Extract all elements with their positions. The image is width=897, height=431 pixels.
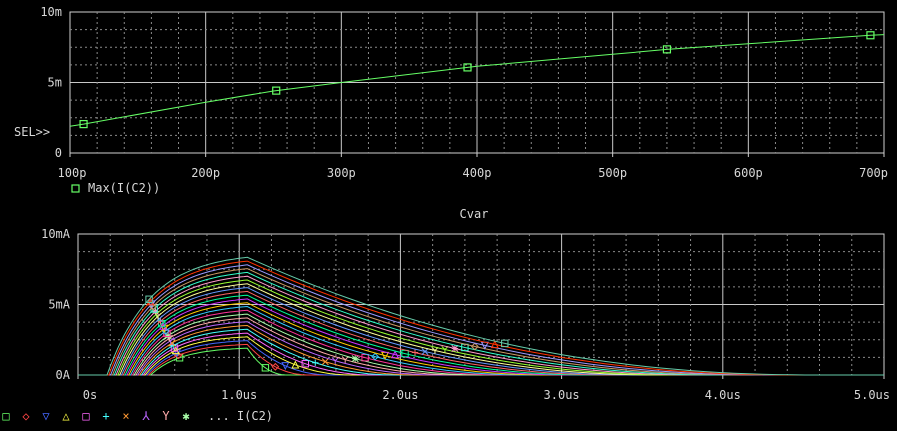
bottom-series-family-ic2 bbox=[78, 256, 884, 376]
top-series-marker bbox=[79, 119, 88, 129]
bottom-series-marker bbox=[145, 295, 153, 303]
bottom-series-line bbox=[78, 332, 884, 376]
top-x-tick-label: 700p bbox=[859, 166, 888, 180]
top-y-tick-label: 0 bbox=[55, 146, 62, 160]
bottom-series-marker bbox=[291, 360, 300, 369]
legend-symbol-icon: ◇ bbox=[22, 409, 30, 423]
bottom-x-tick-label: 1.0us bbox=[221, 388, 257, 402]
top-x-tick-label: 100p bbox=[58, 166, 87, 180]
bottom-plot: 0A 5mA 10mA 0s 1.0us 2.0us 3.0us 4.0us 5.0us □ ◇… bbox=[2, 227, 890, 423]
bottom-series-marker bbox=[441, 345, 449, 353]
top-legend[interactable]: Max(I(C2)) bbox=[71, 181, 160, 195]
top-x-tick-label: 500p bbox=[598, 166, 627, 180]
bottom-series-marker bbox=[331, 357, 339, 364]
bottom-series-line bbox=[78, 343, 884, 376]
bottom-series-line bbox=[78, 328, 884, 376]
top-x-tick-label: 600p bbox=[734, 166, 763, 180]
top-x-axis-title: Cvar bbox=[460, 207, 489, 221]
top-legend-label: Max(I(C2)) bbox=[88, 181, 160, 195]
top-series-marker bbox=[866, 31, 875, 40]
bottom-y-tick-label: 5mA bbox=[48, 298, 70, 312]
legend-square-marker-icon bbox=[71, 184, 80, 193]
bottom-series-line bbox=[78, 298, 884, 376]
bottom-series-marker bbox=[281, 362, 290, 371]
top-y-tick-label: 5m bbox=[48, 76, 62, 90]
bottom-series-marker bbox=[501, 339, 509, 348]
top-series-line bbox=[69, 34, 885, 127]
bottom-plot-grid bbox=[77, 234, 885, 379]
bottom-series-marker bbox=[391, 350, 400, 359]
bottom-series-line bbox=[78, 294, 884, 376]
legend-symbol-icon: □ bbox=[82, 409, 89, 423]
legend-symbol-icon: ▽ bbox=[42, 409, 50, 423]
top-y-tick-label: 10m bbox=[40, 5, 62, 19]
legend-symbol-icon: ✱ bbox=[182, 409, 189, 423]
bottom-y-tick-label: 10mA bbox=[41, 227, 71, 241]
top-plot: 0 5m 10m 100p 200p 300p 400p 500p 600p 700p SEL>… bbox=[14, 5, 888, 221]
bottom-series-line bbox=[78, 347, 884, 376]
legend-symbol-icon: △ bbox=[62, 409, 70, 423]
bottom-series-line bbox=[78, 279, 884, 376]
top-series-marker bbox=[272, 86, 281, 95]
top-series-marker bbox=[463, 63, 472, 72]
bottom-x-tick-label: 4.0us bbox=[705, 388, 741, 402]
bottom-series-marker bbox=[421, 347, 429, 356]
bottom-y-tick-label: 0A bbox=[56, 368, 71, 382]
bottom-series-line bbox=[78, 336, 884, 376]
bottom-series-marker bbox=[490, 340, 499, 349]
bottom-series-marker bbox=[301, 360, 309, 368]
bottom-series-marker bbox=[470, 342, 479, 351]
bottom-series-line bbox=[78, 324, 884, 376]
bottom-series-marker bbox=[261, 364, 270, 372]
top-x-tick-label: 400p bbox=[463, 166, 492, 180]
top-x-tick-label: 200p bbox=[191, 166, 220, 180]
bottom-x-tick-label: 3.0us bbox=[544, 388, 580, 402]
sel-marker-label[interactable]: SEL>> bbox=[14, 125, 50, 139]
legend-symbol-icon: □ bbox=[2, 409, 9, 423]
bottom-series-line bbox=[78, 290, 884, 376]
top-x-tick-labels: 100p 200p 300p 400p 500p 600p 700p bbox=[58, 166, 888, 180]
bottom-series-marker bbox=[170, 342, 177, 349]
top-series-max-ic2 bbox=[69, 31, 885, 129]
bottom-series-line bbox=[78, 264, 884, 376]
bottom-legend[interactable]: □ ◇ ▽ △ □ + × ⅄ Y ✱ ... I(C2) bbox=[2, 409, 273, 423]
legend-symbol-icon: × bbox=[122, 409, 129, 423]
top-series-marker bbox=[662, 45, 672, 54]
bottom-series-marker bbox=[271, 362, 280, 371]
bottom-series-line bbox=[78, 256, 884, 376]
bottom-x-tick-label: 2.0us bbox=[382, 388, 418, 402]
bottom-x-tick-label: 0s bbox=[83, 388, 97, 402]
legend-symbol-icon: ⅄ bbox=[141, 409, 150, 423]
bottom-series-marker bbox=[451, 344, 459, 353]
bottom-series-marker bbox=[371, 352, 380, 361]
bottom-series-line bbox=[78, 305, 884, 376]
bottom-series-marker bbox=[351, 355, 359, 363]
bottom-series-marker bbox=[312, 359, 319, 366]
top-y-tick-labels: 0 5m 10m bbox=[40, 5, 62, 160]
bottom-series-marker bbox=[341, 356, 349, 363]
top-plot-grid bbox=[69, 12, 885, 157]
bottom-y-tick-labels: 0A 5mA 10mA bbox=[41, 227, 71, 382]
legend-symbol-icon: Y bbox=[162, 409, 170, 423]
bottom-series-marker bbox=[151, 307, 159, 316]
bottom-series-marker bbox=[431, 346, 439, 354]
bottom-legend-label: ... I(C2) bbox=[208, 409, 273, 423]
bottom-series-marker bbox=[164, 332, 172, 340]
bottom-series-marker bbox=[321, 358, 329, 366]
bottom-series-marker bbox=[157, 317, 164, 325]
top-x-tick-label: 300p bbox=[327, 166, 356, 180]
bottom-x-tick-labels: 0s 1.0us 2.0us 3.0us 4.0us 5.0us bbox=[83, 388, 890, 402]
bottom-series-line bbox=[78, 283, 884, 376]
bottom-series-marker bbox=[411, 349, 419, 356]
bottom-series-line bbox=[78, 309, 884, 376]
bottom-x-tick-label: 5.0us bbox=[854, 388, 890, 402]
bottom-series-line bbox=[78, 321, 884, 376]
bottom-series-marker bbox=[361, 353, 369, 362]
bottom-series-line bbox=[78, 268, 884, 376]
legend-symbol-icon: + bbox=[102, 409, 109, 423]
